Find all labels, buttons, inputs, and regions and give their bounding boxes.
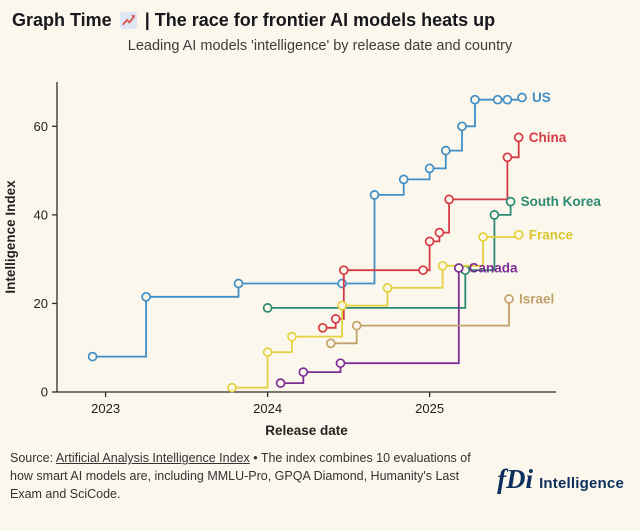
series-marker-us [87, 351, 98, 362]
y-axis-title: Intelligence Index [3, 180, 18, 294]
series-label-canada: Canada [469, 261, 518, 276]
series-label-us: US [532, 90, 551, 105]
series-label-france: France [529, 227, 574, 242]
series-marker-china [444, 194, 454, 205]
series-marker-south-korea [505, 196, 516, 207]
source-link[interactable]: Artificial Analysis Intelligence Index [55, 451, 250, 465]
source-text: Source: Artificial Analysis Intelligence… [10, 450, 488, 503]
x-tick-label: 2025 [415, 401, 444, 416]
series-marker-us [233, 278, 244, 289]
y-tick-label: 60 [34, 119, 48, 134]
intelligence-chart: 2023 2024 2025 0 20 40 60 Release date Intellige… [3, 82, 602, 438]
series-marker-us [424, 163, 435, 174]
series-marker-france [337, 300, 347, 311]
series-marker-us [492, 94, 503, 105]
series-marker-israel [351, 320, 362, 331]
series-marker-us [337, 278, 347, 289]
title-text-suffix: | The race for frontier AI models heats … [144, 10, 496, 30]
series-marker-canada [275, 378, 286, 388]
series-marker-israel [325, 338, 336, 349]
x-tick-label: 2023 [91, 401, 120, 416]
series-label-south-korea: South Korea [521, 194, 602, 209]
title-text-prefix: Graph Time [12, 10, 112, 30]
series-marker-us [369, 190, 380, 200]
footer: Source: Artificial Analysis Intelligence… [0, 446, 640, 503]
series-line-china [322, 137, 520, 329]
x-axis-title: Release date [265, 423, 348, 438]
series-marker-france [262, 347, 273, 357]
series-marker-israel [504, 294, 514, 304]
series-marker-china [418, 265, 428, 276]
series-marker-france [513, 229, 524, 240]
y-tick-label: 0 [41, 385, 48, 400]
y-tick-label: 40 [34, 207, 48, 222]
logo-wordmark: Intelligence [539, 475, 624, 492]
series-marker-south-korea [262, 303, 273, 313]
series-marker-france [382, 283, 393, 293]
series-marker-france [437, 260, 448, 271]
series-marker-us [517, 92, 527, 103]
series-marker-china [434, 227, 445, 238]
series-line-south-korea [267, 201, 512, 309]
header: Graph Time | The race for frontier AI mo… [0, 0, 640, 54]
series-marker-china [330, 314, 341, 324]
series-marker-us [457, 121, 467, 132]
series-marker-us [141, 291, 151, 302]
series-marker-us [502, 94, 513, 105]
series-marker-us [398, 174, 409, 185]
page-title: Graph Time | The race for frontier AI mo… [12, 10, 628, 31]
series-label-china: China [529, 130, 567, 145]
series-marker-france [227, 382, 237, 393]
series-label-israel: Israel [519, 292, 554, 307]
series-marker-france [478, 232, 488, 242]
series-marker-china [513, 132, 524, 143]
subtitle: Leading AI models 'intelligence' by rele… [127, 38, 513, 54]
series-marker-canada [453, 263, 464, 273]
series-marker-canada [298, 367, 309, 377]
series-marker-us [470, 94, 480, 105]
logo-fdi-mark: fDi [497, 464, 534, 494]
series-marker-china [338, 265, 349, 276]
chart-increasing-icon [119, 11, 138, 30]
series-marker-china [502, 152, 513, 163]
series-marker-canada [335, 358, 346, 369]
y-tick-label: 20 [34, 296, 48, 311]
series-line-france [232, 234, 520, 389]
series-marker-south-korea [489, 210, 500, 220]
series-marker-china [424, 236, 435, 247]
fdi-intelligence-logo: fDi Intelligence [497, 466, 630, 493]
series-marker-france [287, 331, 297, 342]
series-line-canada [280, 268, 460, 384]
source-prefix: Source: [10, 451, 56, 465]
series-line-us [92, 97, 523, 358]
x-tick-label: 2024 [253, 401, 282, 416]
series-marker-us [440, 145, 451, 156]
source-rest: • The index combines 10 evaluations of h… [10, 451, 471, 501]
series-marker-china [317, 322, 328, 333]
